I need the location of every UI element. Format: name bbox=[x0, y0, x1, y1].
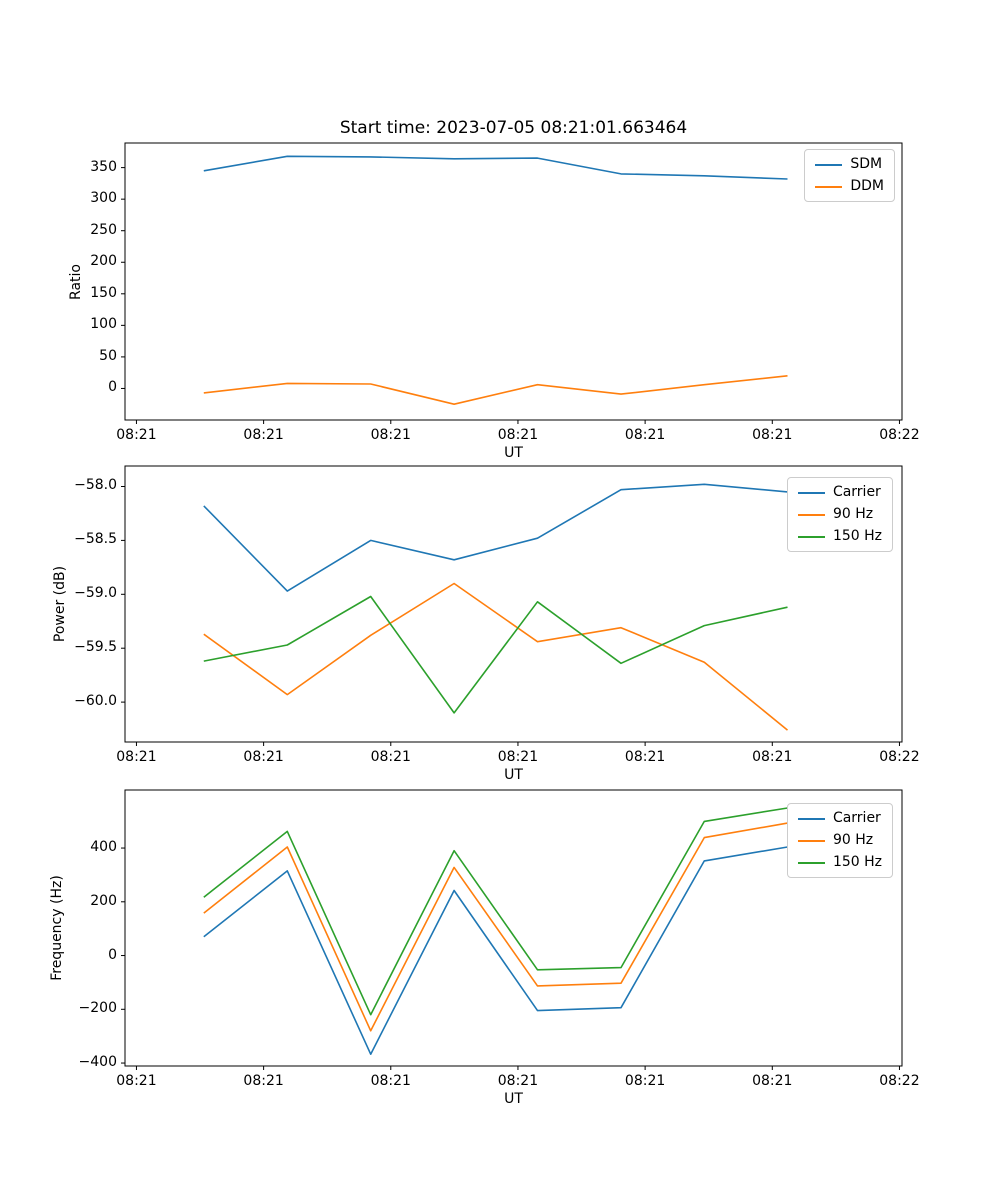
y-axis-label: Power (dB) bbox=[52, 565, 68, 643]
legend-item: SDM bbox=[815, 156, 884, 173]
legend-item: 90 Hz bbox=[797, 832, 882, 849]
x-tick-label: 08:21 bbox=[624, 427, 666, 443]
legend-line-swatch bbox=[797, 839, 825, 842]
axes-frame-1 bbox=[124, 465, 903, 743]
legend-box: Carrier 90 Hz 150 Hz bbox=[786, 477, 893, 552]
x-tick-label: 08:21 bbox=[116, 749, 157, 765]
series-line-150-hz bbox=[203, 807, 788, 1016]
axes-frame-0 bbox=[124, 142, 903, 421]
y-tick-label: 250 bbox=[90, 221, 117, 238]
series-line-ddm bbox=[203, 375, 788, 406]
series-line-150-hz bbox=[203, 595, 788, 714]
y-tick-label: −59.0 bbox=[74, 585, 117, 602]
x-tick-label: 08:22 bbox=[879, 427, 920, 443]
series-line-90-hz bbox=[203, 582, 789, 731]
figure-title: Start time: 2023-07-05 08:21:01.663464 bbox=[339, 118, 688, 138]
legend-label: 150 Hz bbox=[832, 854, 882, 870]
series-line-carrier bbox=[203, 483, 788, 592]
axes-frame-2 bbox=[124, 789, 903, 1067]
x-tick-label: 08:21 bbox=[497, 1073, 539, 1089]
x-tick-label: 08:21 bbox=[752, 1073, 793, 1089]
x-tick-label: 08:21 bbox=[370, 427, 411, 443]
legend-line-swatch bbox=[797, 535, 825, 538]
series-line-carrier bbox=[203, 846, 788, 1055]
x-tick-label: 08:21 bbox=[752, 427, 793, 443]
x-axis-label: UT bbox=[504, 767, 523, 783]
legend-label: DDM bbox=[850, 178, 884, 194]
y-tick-label: 0 bbox=[108, 946, 117, 963]
legend-item: Carrier bbox=[797, 810, 882, 827]
x-tick-label: 08:21 bbox=[243, 749, 284, 765]
y-tick-label: −58.0 bbox=[74, 477, 117, 494]
x-tick-label: 08:21 bbox=[243, 1073, 284, 1089]
legend-item: 150 Hz bbox=[797, 528, 882, 545]
legend-line-swatch bbox=[797, 513, 825, 516]
x-axis-label: UT bbox=[504, 1091, 523, 1107]
x-tick-label: 08:21 bbox=[116, 427, 157, 443]
y-axis-label: Frequency (Hz) bbox=[49, 875, 65, 981]
legend-line-swatch bbox=[815, 163, 843, 166]
x-tick-label: 08:21 bbox=[497, 749, 539, 765]
x-tick-label: 08:21 bbox=[497, 427, 539, 443]
legend-box: SDM DDM bbox=[804, 149, 895, 202]
y-tick-label: 50 bbox=[99, 347, 117, 364]
y-tick-label: 400 bbox=[90, 839, 117, 856]
y-tick-label: 0 bbox=[108, 379, 117, 396]
legend-label: Carrier bbox=[832, 484, 881, 500]
series-line-90-hz bbox=[203, 822, 788, 1032]
y-tick-label: 350 bbox=[90, 158, 117, 175]
legend-box: Carrier 90 Hz 150 Hz bbox=[786, 803, 893, 878]
y-tick-label: −60.0 bbox=[74, 693, 117, 710]
x-tick-label: 08:21 bbox=[624, 1073, 666, 1089]
legend-label: 150 Hz bbox=[832, 528, 882, 544]
y-tick-label: −59.5 bbox=[74, 639, 117, 656]
legend-item: 150 Hz bbox=[797, 854, 882, 871]
legend-item: 90 Hz bbox=[797, 506, 882, 523]
legend-label: 90 Hz bbox=[832, 832, 874, 848]
legend-line-swatch bbox=[797, 861, 825, 864]
y-tick-label: −200 bbox=[78, 1000, 117, 1017]
x-tick-label: 08:21 bbox=[752, 749, 793, 765]
series-line-sdm bbox=[203, 155, 788, 180]
legend-item: DDM bbox=[815, 178, 884, 195]
y-tick-label: 150 bbox=[90, 284, 117, 301]
legend-item: Carrier bbox=[797, 484, 882, 501]
legend-label: SDM bbox=[850, 156, 883, 172]
y-axis-label: Ratio bbox=[68, 263, 84, 300]
y-tick-label: 200 bbox=[90, 892, 117, 909]
legend-label: 90 Hz bbox=[832, 506, 874, 522]
x-tick-label: 08:21 bbox=[370, 1073, 411, 1089]
legend-label: Carrier bbox=[832, 810, 881, 826]
x-tick-label: 08:21 bbox=[243, 427, 284, 443]
y-tick-label: 200 bbox=[90, 253, 117, 270]
x-tick-label: 08:22 bbox=[879, 1073, 920, 1089]
x-tick-label: 08:21 bbox=[116, 1073, 157, 1089]
legend-line-swatch bbox=[815, 185, 843, 188]
x-tick-label: 08:21 bbox=[624, 749, 666, 765]
legend-line-swatch bbox=[797, 817, 825, 820]
legend-line-swatch bbox=[797, 491, 825, 494]
y-tick-label: −400 bbox=[78, 1054, 117, 1071]
y-tick-label: −58.5 bbox=[74, 531, 117, 548]
y-tick-label: 300 bbox=[90, 190, 117, 207]
x-axis-label: UT bbox=[504, 445, 523, 461]
y-tick-label: 100 bbox=[90, 316, 117, 333]
x-tick-label: 08:22 bbox=[879, 749, 920, 765]
x-tick-label: 08:21 bbox=[370, 749, 411, 765]
